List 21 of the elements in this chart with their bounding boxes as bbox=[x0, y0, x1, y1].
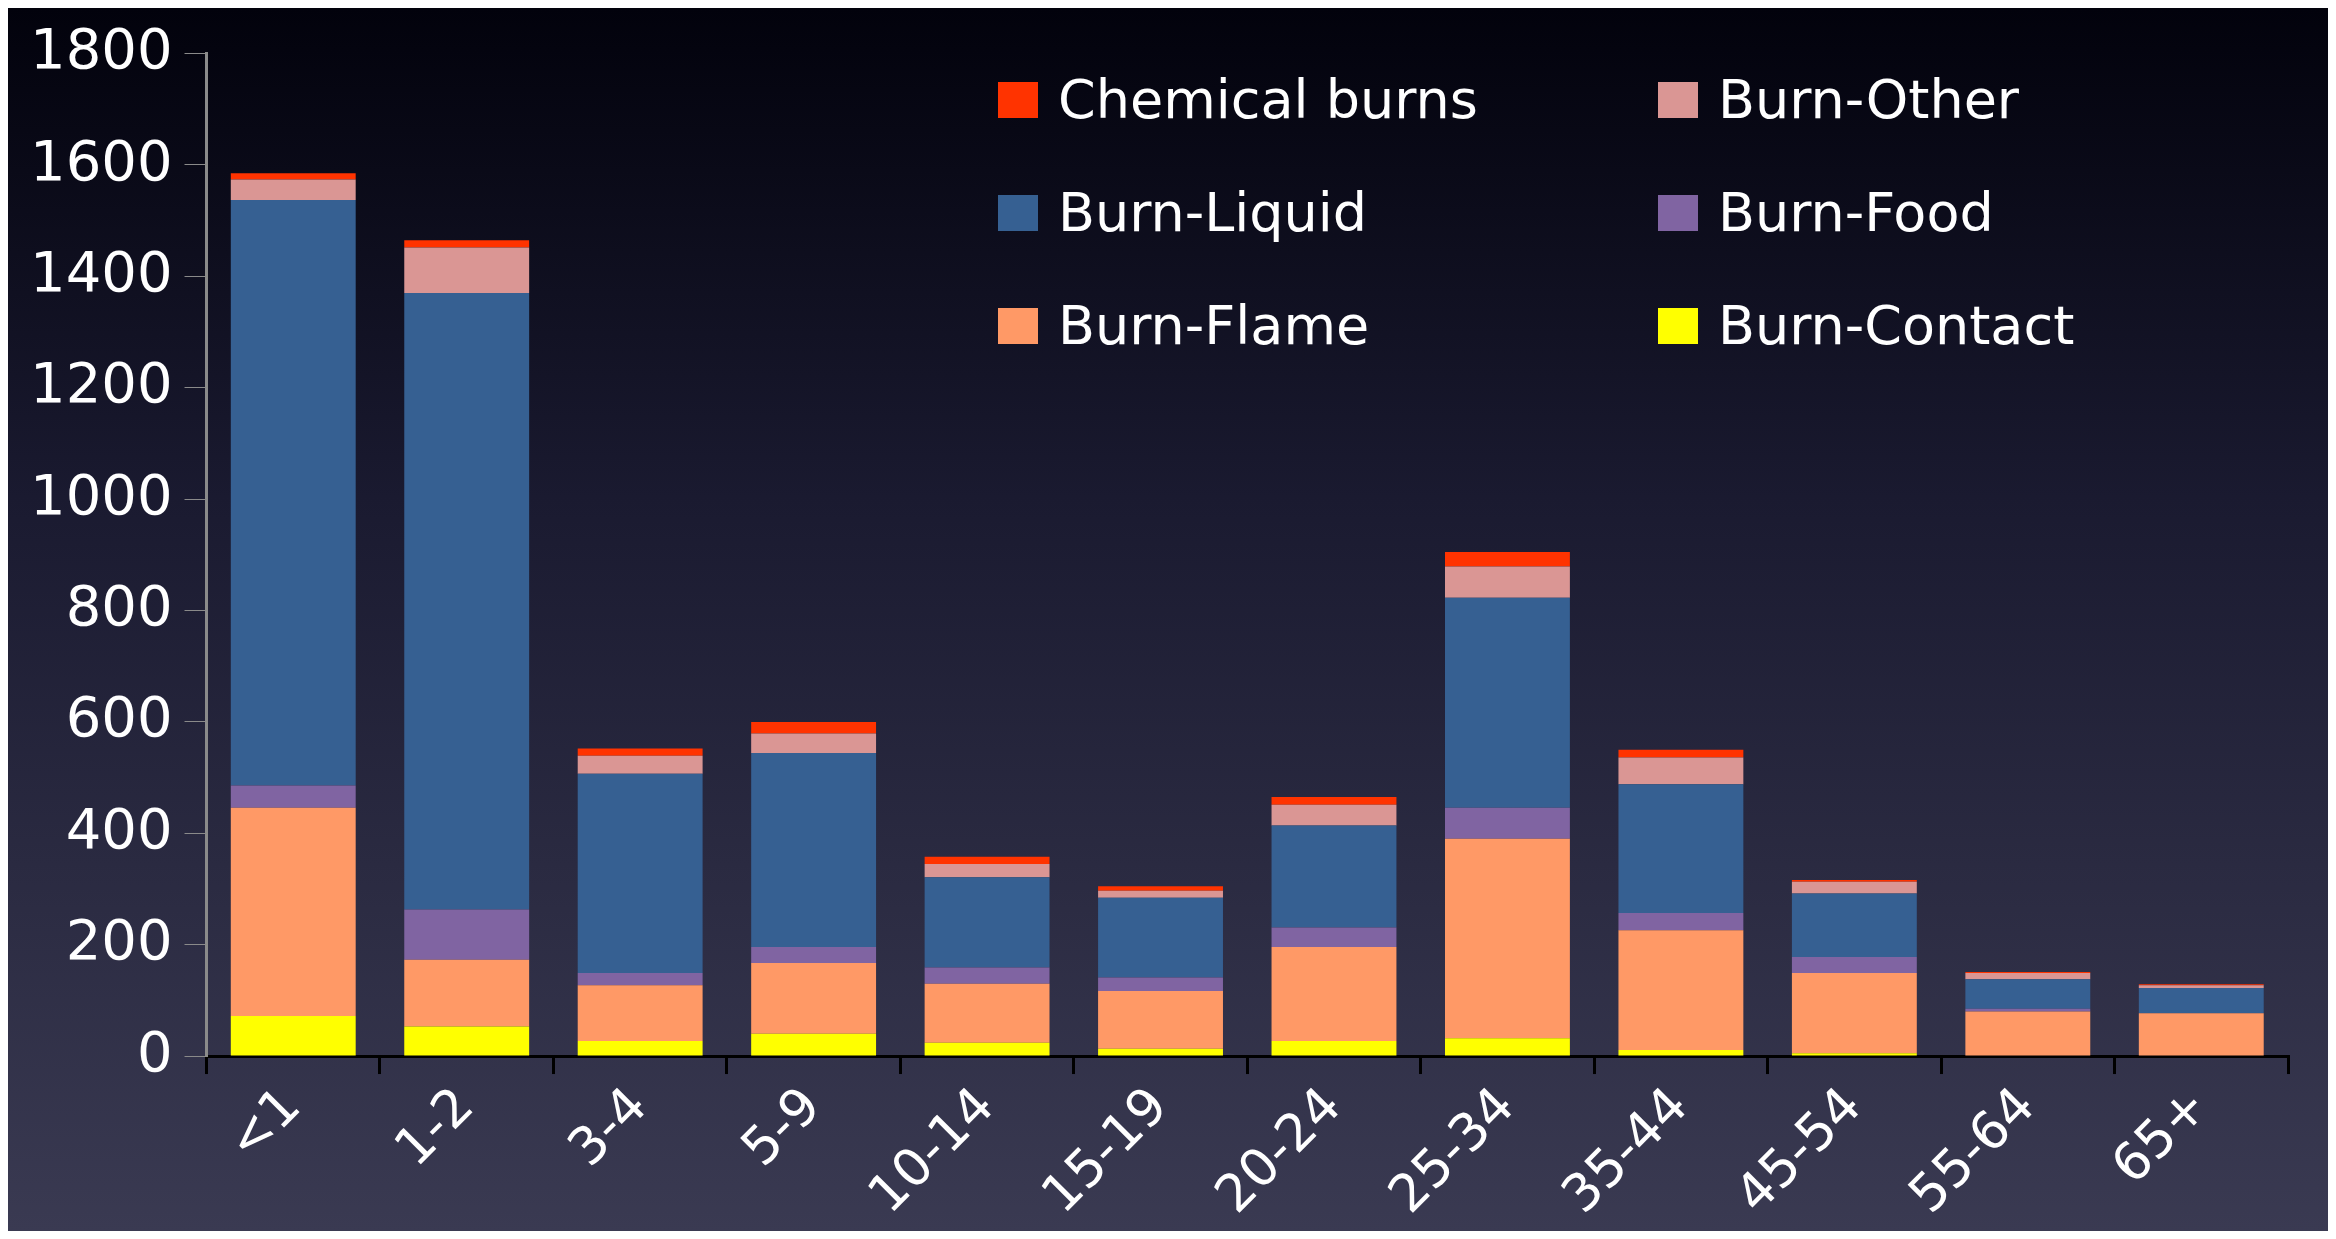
y-tick-label: 1600 bbox=[30, 127, 173, 193]
legend-label: Burn-Flame bbox=[1058, 294, 1370, 357]
y-tick-label: 1400 bbox=[30, 238, 173, 304]
legend-label: Chemical burns bbox=[1058, 68, 1478, 131]
y-tick-label: 1200 bbox=[30, 350, 173, 416]
legend-label: Burn-Other bbox=[1718, 68, 2020, 131]
y-tick-label: 1800 bbox=[30, 16, 173, 82]
legend-label: Burn-Liquid bbox=[1058, 181, 1368, 244]
x-tick-label: 1-2 bbox=[382, 1074, 485, 1178]
y-tick-label: 200 bbox=[65, 907, 173, 973]
y-tick-label: 1000 bbox=[30, 461, 173, 527]
y-tick-label: 800 bbox=[65, 573, 173, 639]
x-tick-label: <1 bbox=[214, 1074, 312, 1172]
x-tick-label: 3-4 bbox=[555, 1074, 659, 1178]
legend-label: Burn-Food bbox=[1718, 181, 1994, 244]
x-tick-label: 65+ bbox=[2099, 1074, 2220, 1195]
x-tick-label: 5-9 bbox=[729, 1074, 832, 1178]
y-tick-label: 600 bbox=[65, 684, 173, 750]
y-tick-label: 0 bbox=[136, 1018, 173, 1084]
y-tick-label: 400 bbox=[65, 795, 173, 861]
legend-label: Burn-Contact bbox=[1718, 294, 2075, 357]
